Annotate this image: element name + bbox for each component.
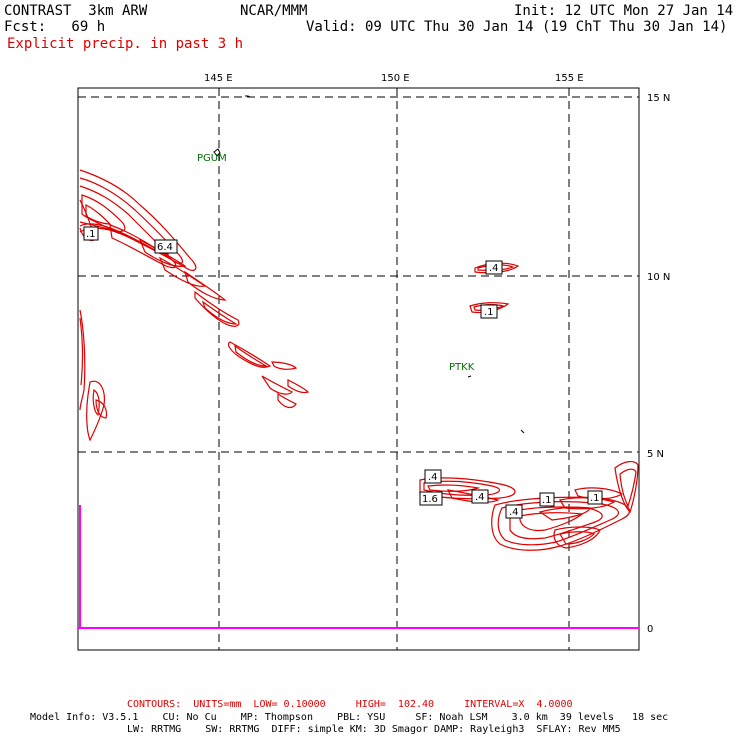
lon-label-145: 145 E xyxy=(204,73,233,84)
lat-label-10n: 10 N xyxy=(647,272,670,283)
contour-label: .1 xyxy=(484,307,494,318)
contour-labels: 6.4 .1 .4 .1 1.6 .4 .4 .4 .1 .1 xyxy=(83,226,603,519)
lon-label-155: 155 E xyxy=(555,73,584,84)
lat-label-0: 0 xyxy=(647,624,653,635)
model-name: CONTRAST 3km ARW xyxy=(4,3,148,19)
contour-label: 1.6 xyxy=(422,494,438,505)
station-pgum: PGUM xyxy=(197,153,227,164)
init-time: Init: 12 UTC Mon 27 Jan 14 xyxy=(514,3,734,19)
map-frame xyxy=(77,87,640,651)
valid-time: Valid: 09 UTC Thu 30 Jan 14 (19 ChT Thu … xyxy=(306,19,728,35)
contour-label: .1 xyxy=(590,493,600,504)
contour-label: .1 xyxy=(86,229,96,240)
contour-label: .4 xyxy=(428,472,438,483)
model-info-line-2: LW: RRTMG SW: RRTMG DIFF: simple KM: 3D … xyxy=(127,724,621,735)
lat-label-5n: 5 N xyxy=(647,449,664,460)
contour-info: CONTOURS: UNITS=mm LOW= 0.10000 HIGH= 10… xyxy=(127,699,573,710)
contour-label: .1 xyxy=(542,495,552,506)
contour-label: .4 xyxy=(509,507,519,518)
lon-label-150: 150 E xyxy=(381,73,410,84)
organization: NCAR/MMM xyxy=(240,3,308,19)
model-info-line-1: Model Info: V3.5.1 CU: No Cu MP: Thompso… xyxy=(30,712,669,723)
contour-label: .4 xyxy=(475,492,485,503)
lat-label-15n: 15 N xyxy=(647,93,670,104)
contour-label: 6.4 xyxy=(157,242,173,253)
coastlines xyxy=(213,95,525,434)
precip-contours xyxy=(79,169,639,551)
forecast-hour: Fcst: 69 h xyxy=(4,19,106,35)
contour-label: .4 xyxy=(489,263,499,274)
lat-lon-grid xyxy=(78,88,639,650)
station-ptkk: PTKK xyxy=(449,362,475,373)
field-title: Explicit precip. in past 3 h xyxy=(7,36,244,52)
